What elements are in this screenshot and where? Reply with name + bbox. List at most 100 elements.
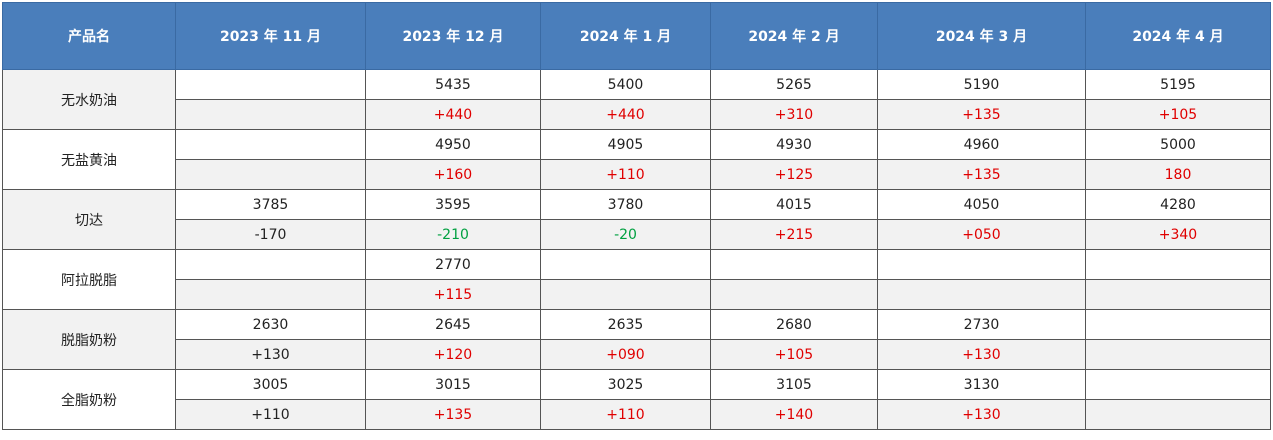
change-cell: +120 (365, 339, 541, 370)
change-cell: +130 (877, 399, 1086, 430)
price-cell: 5195 (1085, 69, 1271, 100)
change-row: +115 (3, 279, 1271, 310)
price-cell (1085, 369, 1271, 400)
price-cell: 4050 (877, 189, 1086, 220)
price-cell: 5435 (365, 69, 541, 100)
header-cell: 2024 年 1 月 (540, 2, 711, 70)
product-name: 无盐黄油 (2, 129, 176, 190)
change-cell: -170 (175, 219, 366, 250)
header-cell: 2023 年 12 月 (365, 2, 541, 70)
change-cell (877, 279, 1086, 310)
header-cell: 2024 年 3 月 (877, 2, 1086, 70)
product-name: 无水奶油 (2, 69, 176, 130)
change-cell: +440 (365, 99, 541, 130)
change-cell (175, 99, 366, 130)
change-cell (710, 279, 878, 310)
product-name: 全脂奶粉 (2, 369, 176, 430)
price-cell: 2680 (710, 309, 878, 340)
change-cell: -210 (365, 219, 541, 250)
change-row: +110 +135 +110 +140 +130 (3, 399, 1271, 430)
price-cell: 3780 (540, 189, 711, 220)
price-cell: 5400 (540, 69, 711, 100)
change-row: +160 +110 +125 +135 180 (3, 159, 1271, 190)
change-cell: +140 (710, 399, 878, 430)
change-cell (175, 279, 366, 310)
price-cell: 3025 (540, 369, 711, 400)
change-cell: +130 (175, 339, 366, 370)
header-cell: 产品名 (2, 2, 176, 70)
price-cell: 3130 (877, 369, 1086, 400)
product-name: 切达 (2, 189, 176, 250)
price-cell: 4930 (710, 129, 878, 160)
change-cell: +160 (365, 159, 541, 190)
change-cell: +135 (877, 159, 1086, 190)
change-cell: +130 (877, 339, 1086, 370)
price-row: 无盐黄油 4950 4905 4930 4960 5000 (2, 129, 1271, 190)
price-cell: 2730 (877, 309, 1086, 340)
price-cell (540, 249, 711, 280)
change-cell: +110 (175, 399, 366, 430)
price-cell: 3105 (710, 369, 878, 400)
price-row: 无水奶油 5435 5400 5265 5190 5195 (2, 69, 1271, 130)
change-row: +440 +440 +310 +135 +105 (3, 99, 1271, 130)
price-cell: 5265 (710, 69, 878, 100)
product-name: 阿拉脱脂 (2, 249, 176, 310)
price-cell: 3595 (365, 189, 541, 220)
price-cell: 5000 (1085, 129, 1271, 160)
change-cell: 180 (1085, 159, 1271, 190)
change-cell: +125 (710, 159, 878, 190)
price-cell: 4905 (540, 129, 711, 160)
price-cell (1085, 249, 1271, 280)
price-row: 脱脂奶粉 2630 2645 2635 2680 2730 (2, 309, 1271, 370)
change-cell (175, 159, 366, 190)
change-row: -170 -210 -20 +215 +050 +340 (3, 219, 1271, 250)
price-row: 阿拉脱脂 2770 (2, 249, 1271, 310)
change-cell: +105 (1085, 99, 1271, 130)
change-cell (540, 279, 711, 310)
price-cell (175, 129, 366, 160)
change-cell: +135 (877, 99, 1086, 130)
price-cell: 2645 (365, 309, 541, 340)
change-cell: +110 (540, 159, 711, 190)
price-cell: 3785 (175, 189, 366, 220)
header-row: 产品名 2023 年 11 月 2023 年 12 月 2024 年 1 月 2024 … (2, 2, 1271, 70)
price-table: 产品名 2023 年 11 月 2023 年 12 月 2024 年 1 月 2024 … (2, 2, 1271, 430)
change-cell (1085, 339, 1271, 370)
price-cell (710, 249, 878, 280)
header-cell: 2023 年 11 月 (175, 2, 366, 70)
price-cell: 4015 (710, 189, 878, 220)
change-cell: +115 (365, 279, 541, 310)
price-row: 切达 3785 3595 3780 4015 4050 4280 (2, 189, 1271, 250)
price-cell: 2630 (175, 309, 366, 340)
table-body: 无水奶油 5435 5400 5265 5190 5195 +440 +440 +310 +135… (2, 69, 1271, 430)
change-cell: +310 (710, 99, 878, 130)
header-cell: 2024 年 4 月 (1085, 2, 1271, 70)
price-cell: 4280 (1085, 189, 1271, 220)
price-cell: 4950 (365, 129, 541, 160)
change-row: +130 +120 +090 +105 +130 (3, 339, 1271, 370)
price-cell: 3005 (175, 369, 366, 400)
price-cell (1085, 309, 1271, 340)
change-cell: -20 (540, 219, 711, 250)
price-cell: 4960 (877, 129, 1086, 160)
change-cell: +215 (710, 219, 878, 250)
change-cell (1085, 279, 1271, 310)
change-cell: +135 (365, 399, 541, 430)
price-cell: 2635 (540, 309, 711, 340)
price-cell: 2770 (365, 249, 541, 280)
change-cell: +440 (540, 99, 711, 130)
change-cell: +105 (710, 339, 878, 370)
price-cell (877, 249, 1086, 280)
change-cell: +050 (877, 219, 1086, 250)
price-cell: 3015 (365, 369, 541, 400)
header-cell: 2024 年 2 月 (710, 2, 878, 70)
change-cell: +090 (540, 339, 711, 370)
product-name: 脱脂奶粉 (2, 309, 176, 370)
price-cell (175, 249, 366, 280)
change-cell (1085, 399, 1271, 430)
change-cell: +340 (1085, 219, 1271, 250)
change-cell: +110 (540, 399, 711, 430)
price-row: 全脂奶粉 3005 3015 3025 3105 3130 (2, 369, 1271, 430)
price-cell: 5190 (877, 69, 1086, 100)
